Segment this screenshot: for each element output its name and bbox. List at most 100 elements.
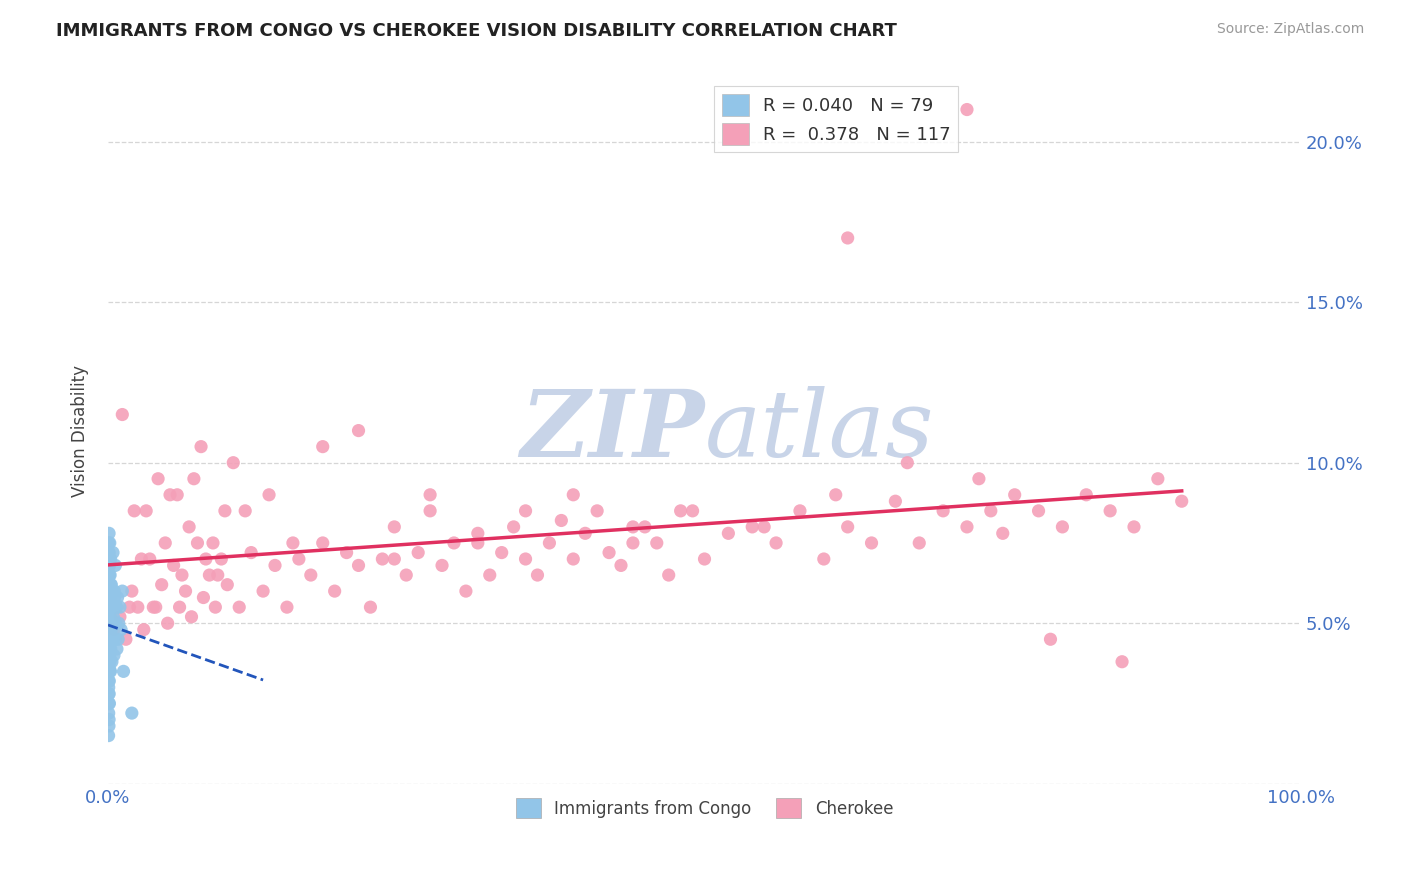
Point [98,526,121,541]
Point [98,584,121,599]
Point [204,600,226,615]
Point [100,552,122,566]
Point [645,536,668,550]
Point [108,600,131,615]
Point [562,488,585,502]
Point [98,641,121,656]
Point [198,568,221,582]
Point [112,665,135,679]
Point [550,513,572,527]
Point [104,632,127,647]
Point [669,504,692,518]
Point [312,536,335,550]
Point [813,552,835,566]
Point [150,577,173,591]
Point [621,520,644,534]
Point [222,456,245,470]
Point [97,706,120,720]
Point [1028,504,1050,518]
Point [281,536,304,550]
Point [1099,504,1122,518]
Point [382,520,405,534]
Point [98,661,121,675]
Point [752,520,775,534]
Point [217,577,239,591]
Point [1052,520,1074,534]
Point [336,545,359,559]
Point [111,584,134,599]
Point [1039,632,1062,647]
Point [967,472,990,486]
Point [1111,655,1133,669]
Point [598,545,620,559]
Point [717,526,740,541]
Point [443,536,465,550]
Point [111,408,134,422]
Point [139,552,162,566]
Point [980,504,1002,518]
Point [98,600,121,615]
Point [97,729,120,743]
Point [257,488,280,502]
Point [1123,520,1146,534]
Point [97,623,120,637]
Point [104,616,127,631]
Point [956,103,979,117]
Point [142,600,165,615]
Point [98,536,121,550]
Point [98,648,121,663]
Point [347,424,370,438]
Point [131,552,153,566]
Point [110,623,132,637]
Point [956,520,979,534]
Point [228,600,250,615]
Point [97,697,120,711]
Point [574,526,596,541]
Point [118,600,141,615]
Point [166,488,188,502]
Point [538,536,561,550]
Point [610,558,633,573]
Point [658,568,681,582]
Point [382,552,405,566]
Point [97,616,120,631]
Point [174,584,197,599]
Point [276,600,298,615]
Point [107,591,129,605]
Point [502,520,524,534]
Point [127,600,149,615]
Point [454,584,477,599]
Point [101,655,124,669]
Point [233,504,256,518]
Point [621,536,644,550]
Point [693,552,716,566]
Point [837,520,859,534]
Point [98,568,121,582]
Point [419,488,441,502]
Point [155,536,177,550]
Point [98,591,121,605]
Point [121,584,143,599]
Point [1004,488,1026,502]
Point [98,545,121,559]
Point [194,552,217,566]
Point [515,504,537,518]
Point [170,568,193,582]
Point [371,552,394,566]
Point [98,616,121,631]
Point [97,681,120,695]
Point [824,488,846,502]
Point [100,616,122,631]
Point [312,440,335,454]
Point [288,552,311,566]
Point [515,552,537,566]
Point [105,600,128,615]
Legend: Immigrants from Congo, Cherokee: Immigrants from Congo, Cherokee [509,791,900,825]
Point [98,641,121,656]
Point [98,632,121,647]
Text: Source: ZipAtlas.com: Source: ZipAtlas.com [1216,22,1364,37]
Point [121,706,143,720]
Point [186,536,208,550]
Point [209,552,232,566]
Point [98,697,121,711]
